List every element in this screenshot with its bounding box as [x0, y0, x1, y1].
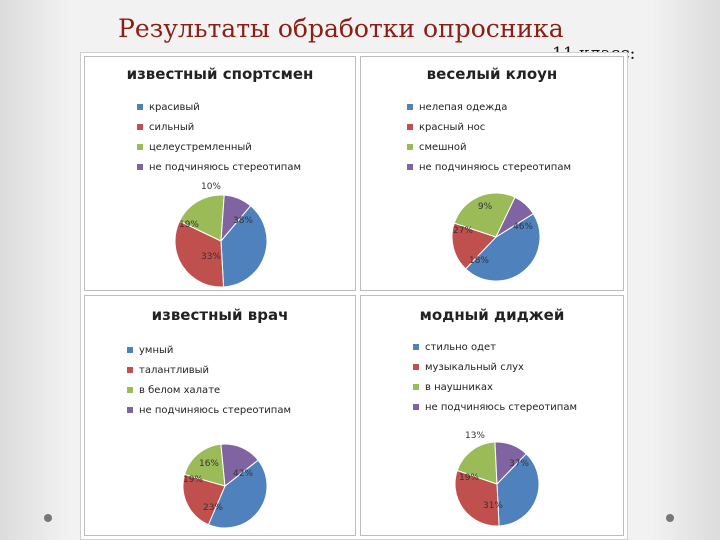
pie-slice: [456, 441, 498, 485]
chart-title: известный спортсмен: [126, 65, 314, 83]
legend-swatch: [127, 387, 133, 393]
legend-label: красный нос: [419, 121, 486, 133]
pie-slice: [174, 220, 225, 287]
pie-slice: [220, 205, 268, 287]
pie-data-label: 10%: [201, 182, 221, 192]
legend-item: в наушниках: [413, 377, 577, 397]
legend-item: смешной: [407, 137, 571, 157]
legend-item: стильно одет: [413, 337, 577, 357]
pie-data-label: 23%: [203, 503, 223, 513]
legend-label: целеустремленный: [149, 141, 252, 153]
pie-data-label: 19%: [183, 475, 203, 485]
pie-slice: [494, 441, 527, 486]
legend-item: не подчиняюсь стереотипам: [407, 157, 571, 177]
chart-legend: красивый сильный целеустремленный не под…: [137, 97, 301, 177]
legend-item: не подчиняюсь стереотипам: [413, 397, 577, 417]
legend-swatch: [407, 144, 413, 150]
legend-label: умный: [139, 344, 174, 356]
pie-slice: [184, 443, 226, 487]
pie-data-label: 31%: [483, 501, 503, 511]
pie-chart-sportsman: 38% 33% 19% 10%: [174, 182, 268, 287]
pie-data-label: 13%: [465, 431, 485, 441]
legend-label: музыкальный слух: [425, 361, 524, 373]
chart-legend: умный талантливый в белом халате не подч…: [127, 340, 291, 420]
pie-slice: [220, 194, 252, 243]
pie-slice: [496, 453, 540, 527]
legend-item: сильный: [137, 117, 301, 137]
nav-dot-left: [44, 514, 52, 522]
pie-chart-clown: 46% 18% 27% 9%: [451, 192, 541, 282]
pie-slice: [494, 196, 535, 239]
legend-label: не подчиняюсь стереотипам: [419, 161, 572, 173]
pie-data-label: 18%: [469, 256, 489, 266]
legend-label: смешной: [419, 141, 467, 153]
pie-data-label: 46%: [513, 222, 533, 232]
pie-data-label: 38%: [233, 216, 253, 226]
chart-title: веселый клоун: [426, 65, 558, 83]
legend-swatch: [407, 124, 413, 130]
pie-data-label: 37%: [509, 459, 529, 469]
pie-data-label: 19%: [459, 473, 479, 483]
chart-legend: нелепая одежда красный нос смешной не по…: [407, 97, 571, 177]
legend-label: не подчиняюсь стереотипам: [425, 401, 578, 413]
legend-label: нелепая одежда: [419, 101, 508, 113]
legend-label: не подчиняюсь стереотипам: [149, 161, 302, 173]
pie-data-label: 16%: [199, 459, 219, 469]
pie-slice: [220, 443, 259, 487]
legend-item: целеустремленный: [137, 137, 301, 157]
chart-legend: стильно одет музыкальный слух в наушника…: [413, 337, 577, 417]
legend-swatch: [407, 164, 413, 170]
legend-label: в белом халате: [139, 384, 221, 396]
legend-swatch: [137, 104, 143, 110]
legend-item: нелепая одежда: [407, 97, 571, 117]
pie-chart-doctor: 42% 23% 19% 16%: [182, 443, 268, 529]
legend-label: талантливый: [139, 364, 210, 376]
legend-item: умный: [127, 340, 291, 360]
legend-swatch: [407, 104, 413, 110]
legend-label: красивый: [149, 101, 200, 113]
legend-item: красивый: [137, 97, 301, 117]
pie-data-label: 9%: [478, 202, 493, 212]
nav-dot-right: [666, 514, 674, 522]
pie-slice: [464, 212, 541, 282]
slide-title: Результаты обработки опросника: [118, 14, 564, 43]
legend-swatch: [127, 367, 133, 373]
chart-panel-sportsman: известный спортсмен красивый сильный цел…: [84, 56, 356, 291]
legend-swatch: [413, 344, 419, 350]
legend-swatch: [127, 407, 133, 413]
pie-data-label: 33%: [201, 252, 221, 262]
legend-swatch: [413, 364, 419, 370]
legend-swatch: [137, 144, 143, 150]
legend-swatch: [137, 124, 143, 130]
legend-label: сильный: [149, 121, 195, 133]
pie-slice: [451, 222, 497, 270]
legend-item: красный нос: [407, 117, 571, 137]
chart-panel-dj: модный диджей стильно одет музыкальный с…: [360, 295, 624, 536]
pie-slice: [207, 459, 268, 529]
legend-swatch: [413, 404, 419, 410]
legend-label: в наушниках: [425, 381, 493, 393]
legend-item: не подчиняюсь стереотипам: [137, 157, 301, 177]
pie-slice: [454, 469, 500, 527]
legend-item: талантливый: [127, 360, 291, 380]
chart-title: известный врач: [151, 306, 289, 324]
legend-label: не подчиняюсь стереотипам: [139, 404, 292, 416]
pie-data-label: 42%: [233, 469, 253, 479]
legend-swatch: [137, 164, 143, 170]
chart-title: модный диджей: [419, 306, 565, 324]
chart-panel-clown: веселый клоун нелепая одежда красный нос…: [360, 56, 624, 291]
pie-slice: [453, 192, 516, 238]
chart-panel-doctor: известный врач умный талантливый в белом…: [84, 295, 356, 536]
pie-chart-dj: 37% 31% 19% 13%: [454, 431, 540, 527]
legend-swatch: [127, 347, 133, 353]
pie-slice: [182, 473, 226, 526]
legend-item: в белом халате: [127, 380, 291, 400]
pie-data-label: 19%: [179, 220, 199, 230]
legend-swatch: [413, 384, 419, 390]
legend-item: не подчиняюсь стереотипам: [127, 400, 291, 420]
pie-slice: [178, 194, 225, 242]
legend-label: стильно одет: [425, 341, 496, 353]
legend-item: музыкальный слух: [413, 357, 577, 377]
pie-data-label: 27%: [453, 226, 473, 236]
